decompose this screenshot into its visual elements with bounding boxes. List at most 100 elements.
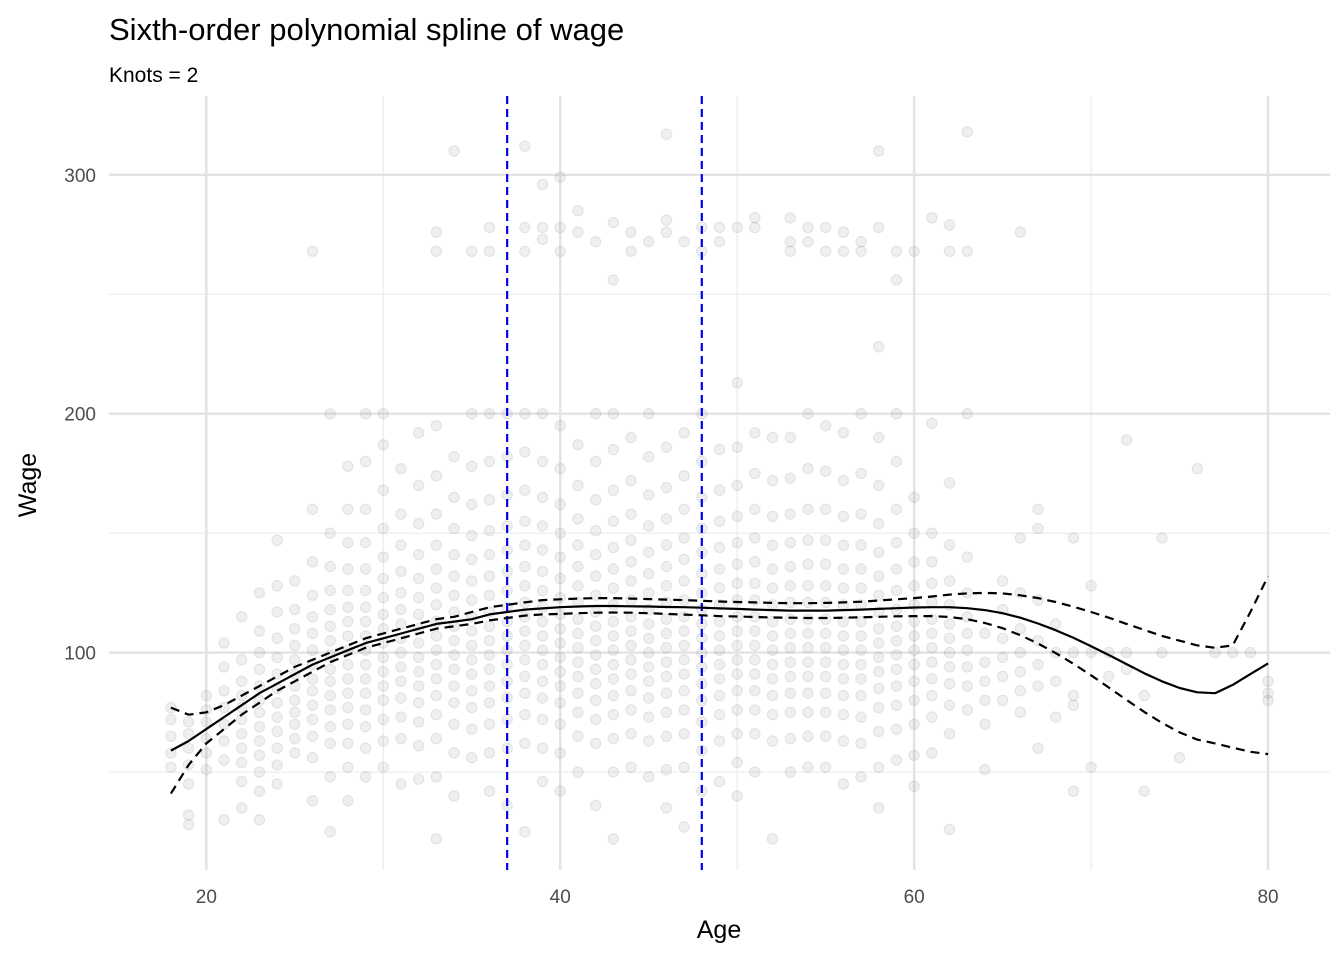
scatter-point <box>625 728 637 740</box>
scatter-point <box>253 587 266 599</box>
scatter-point <box>289 706 301 719</box>
scatter-point <box>430 833 443 845</box>
scatter-point <box>589 799 602 812</box>
scatter-point <box>908 694 920 707</box>
scatter-point <box>342 615 354 628</box>
scatter-point <box>1156 646 1168 659</box>
scatter-point <box>253 766 266 778</box>
scatter-point <box>483 525 496 537</box>
scatter-point <box>589 548 602 561</box>
scatter-point <box>377 439 389 451</box>
scatter-point <box>536 630 549 642</box>
scatter-point <box>873 546 885 558</box>
scatter-point <box>412 697 425 709</box>
scatter-point <box>430 470 443 482</box>
scatter-point <box>1085 761 1097 773</box>
scatter-point <box>890 408 903 420</box>
scatter-point <box>802 534 814 547</box>
scatter-point <box>536 644 549 656</box>
scatter-point <box>253 785 266 797</box>
scatter-point <box>253 720 266 733</box>
scatter-point <box>466 723 478 735</box>
scatter-point <box>306 589 319 601</box>
scatter-point <box>289 575 301 587</box>
scatter-point <box>1050 675 1062 687</box>
scatter-point <box>961 627 973 640</box>
scatter-point <box>802 613 814 625</box>
scatter-point <box>271 651 283 664</box>
scatter-point <box>749 221 761 234</box>
scatter-point <box>200 763 213 776</box>
scatter-point <box>271 534 283 547</box>
scatter-point <box>182 818 195 831</box>
scatter-point <box>837 778 850 790</box>
scatter-point <box>466 529 478 542</box>
scatter-point <box>466 460 478 472</box>
scatter-point <box>678 821 690 833</box>
scatter-point <box>589 455 602 468</box>
scatter-point <box>943 539 956 551</box>
scatter-point <box>607 408 620 420</box>
scatter-point <box>660 513 673 525</box>
scatter-point <box>182 716 195 728</box>
scatter-point <box>890 699 903 711</box>
scatter-point <box>483 455 496 468</box>
scatter-point <box>359 584 372 597</box>
scatter-point <box>412 572 425 585</box>
scatter-point <box>324 771 336 783</box>
scatter-point <box>996 651 1009 664</box>
scatter-point <box>943 823 956 836</box>
scatter-point <box>819 580 832 592</box>
scatter-point <box>1014 532 1027 544</box>
scatter-point <box>749 639 761 652</box>
scatter-point <box>855 737 867 750</box>
scatter-point <box>1050 711 1062 723</box>
scatter-point <box>218 685 230 697</box>
scatter-point <box>660 763 673 776</box>
scatter-point <box>890 537 903 549</box>
scatter-point <box>306 795 319 807</box>
scatter-point <box>660 802 673 814</box>
scatter-point <box>926 417 938 429</box>
scatter-point <box>996 670 1009 683</box>
scatter-point <box>236 742 248 754</box>
scatter-point <box>837 615 850 628</box>
scatter-point <box>519 221 531 234</box>
scatter-point <box>271 580 283 592</box>
scatter-point <box>324 663 336 676</box>
scatter-point <box>483 718 496 730</box>
scatter-point <box>961 644 973 656</box>
scatter-point <box>625 226 637 238</box>
scatter-point <box>377 484 389 496</box>
scatter-point <box>430 508 443 520</box>
scatter-point <box>926 556 938 568</box>
scatter-point <box>625 668 637 680</box>
scatter-point <box>749 594 761 606</box>
scatter-point <box>182 742 195 754</box>
scatter-point <box>359 601 372 613</box>
scatter-point <box>731 479 743 492</box>
scatter-point <box>890 634 903 647</box>
scatter-point <box>466 654 478 666</box>
scatter-point <box>519 484 531 496</box>
scatter-point <box>466 408 478 420</box>
scatter-point <box>625 704 637 716</box>
scatter-point <box>713 582 726 594</box>
scatter-point <box>643 692 655 704</box>
scatter-point <box>430 599 443 611</box>
scatter-point <box>908 718 920 730</box>
scatter-point <box>519 560 531 573</box>
scatter-point <box>926 642 938 654</box>
scatter-point <box>731 668 743 680</box>
scatter-point <box>873 517 885 530</box>
scatter-point <box>448 663 460 676</box>
scatter-point <box>377 761 389 773</box>
scatter-point <box>766 615 779 628</box>
scatter-point <box>306 730 319 742</box>
scatter-point <box>873 666 885 678</box>
scatter-point <box>253 735 266 747</box>
scatter-point <box>554 419 566 432</box>
scatter-point <box>1138 689 1150 702</box>
scatter-point <box>766 599 779 611</box>
spline-fit-line <box>170 604 1269 752</box>
